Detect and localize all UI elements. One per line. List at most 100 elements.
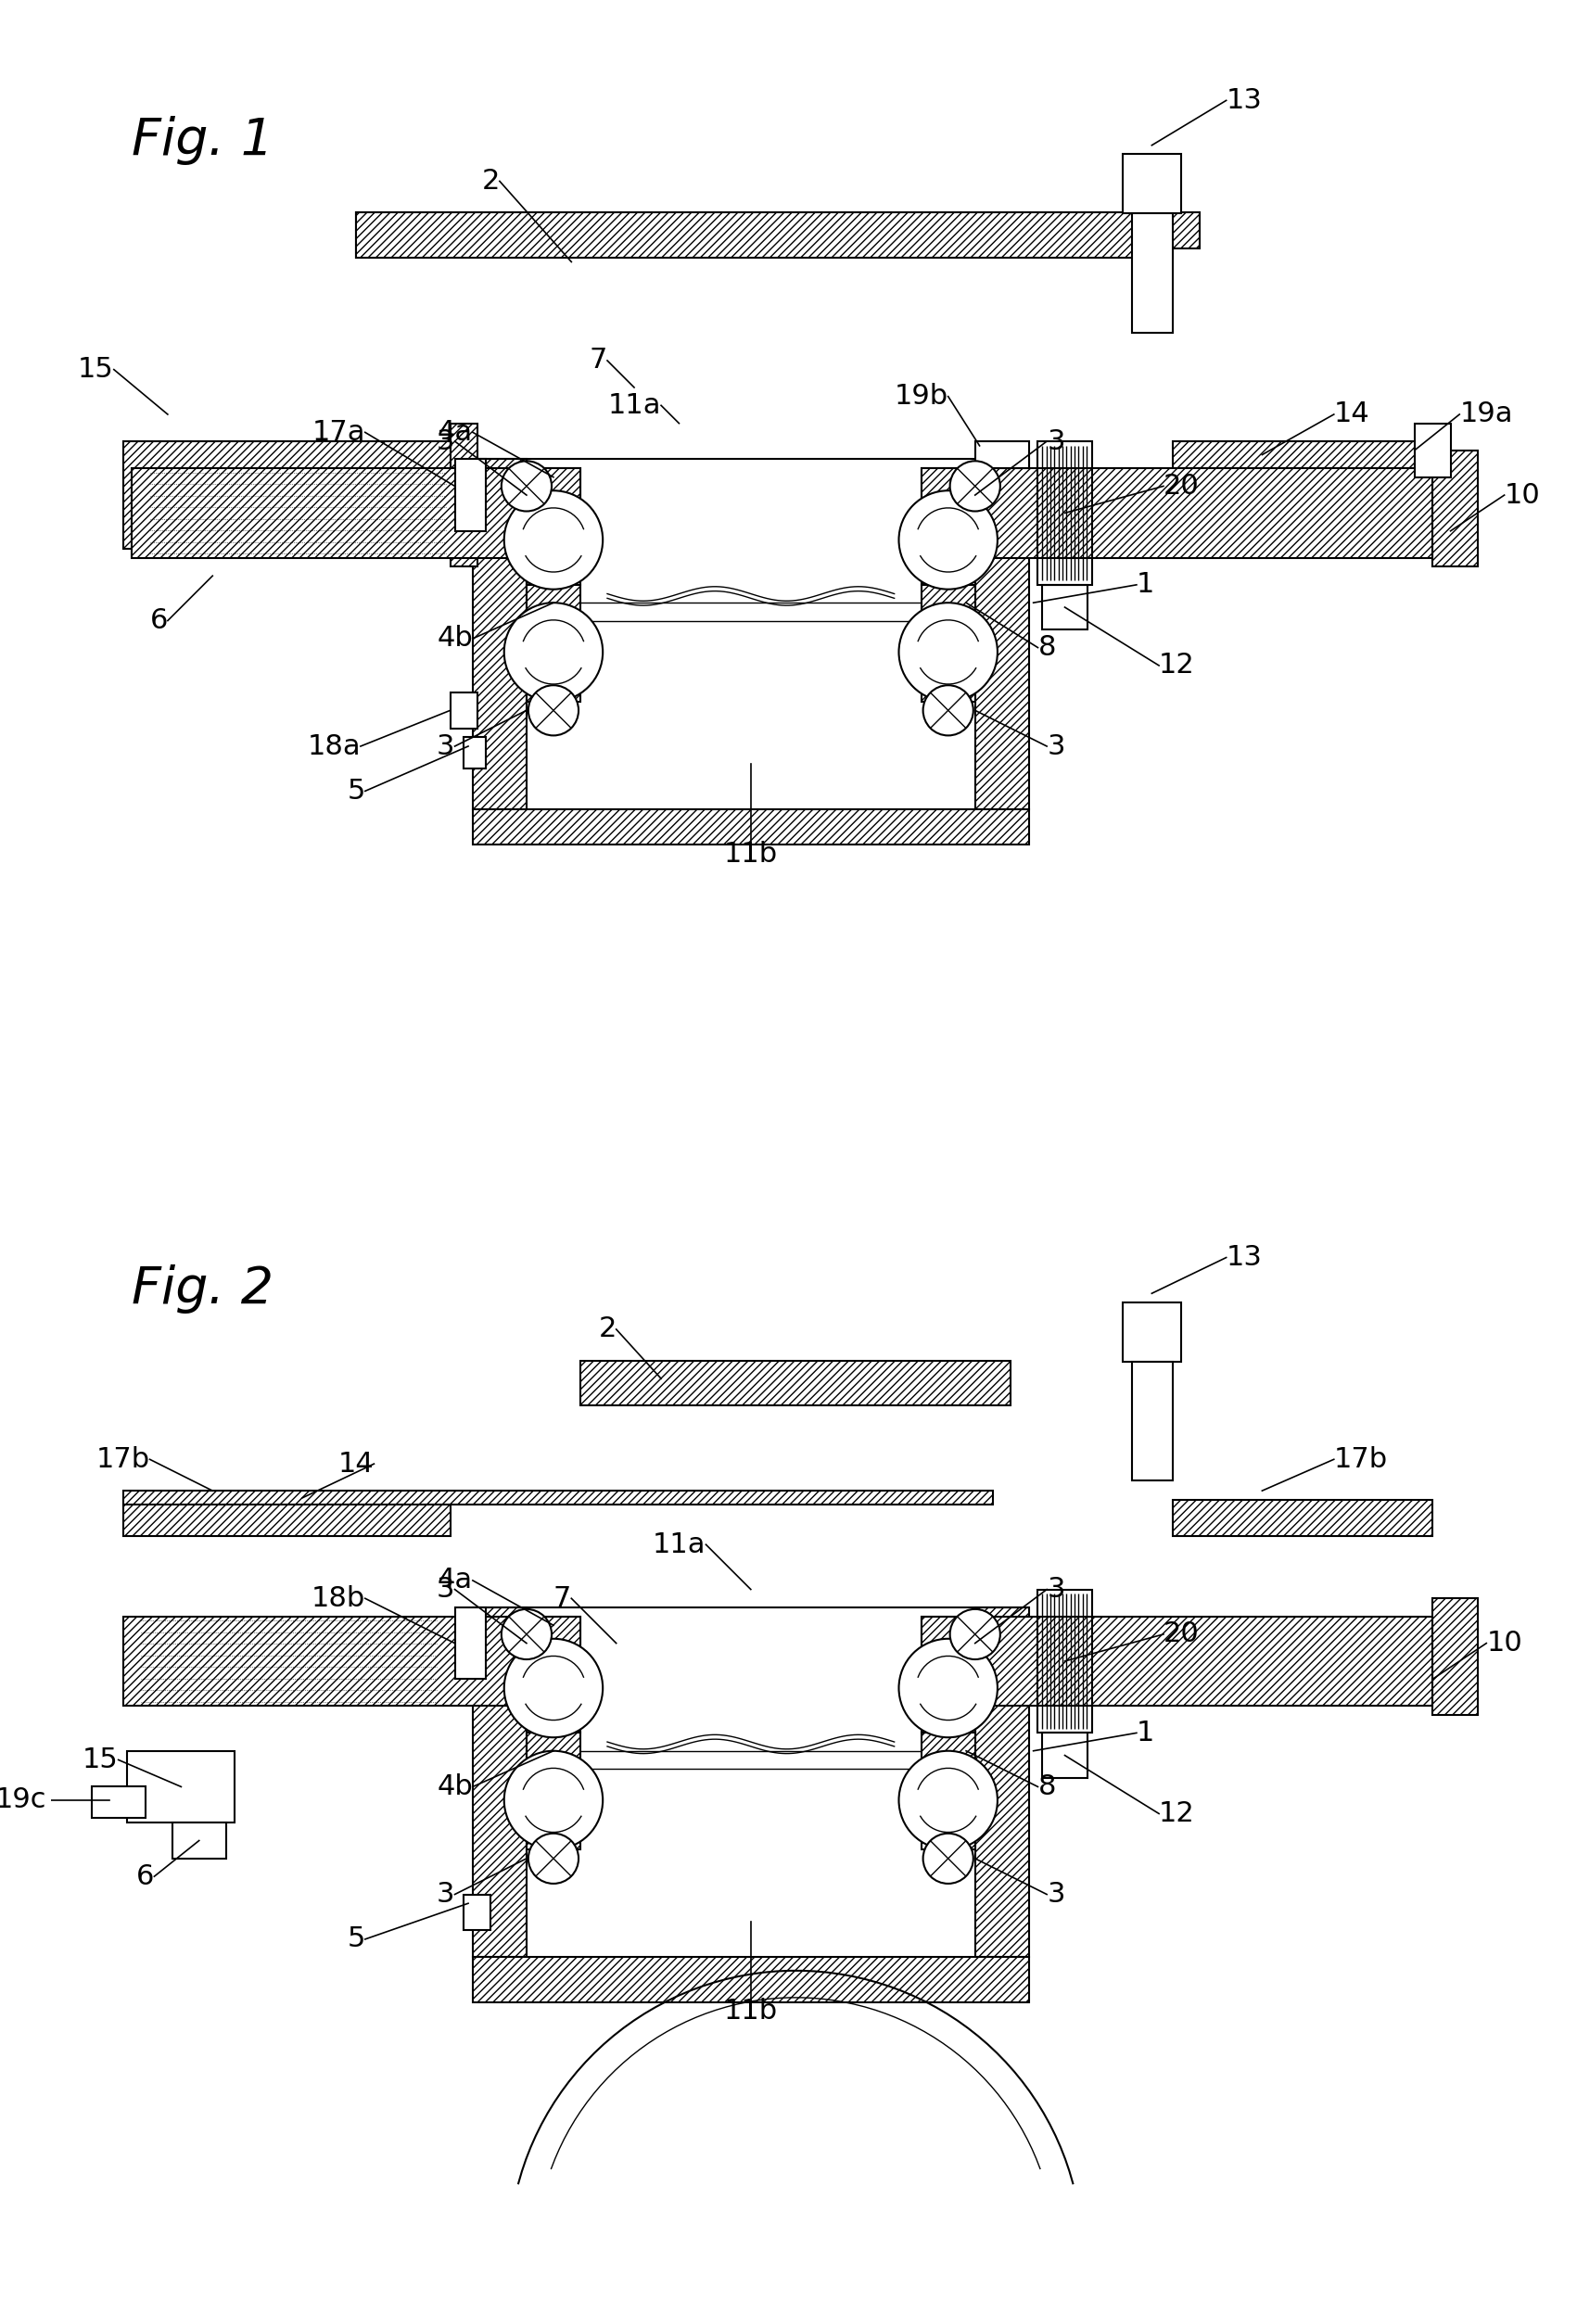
Bar xyxy=(527,467,580,586)
Text: 3: 3 xyxy=(1047,1576,1064,1604)
Bar xyxy=(571,602,930,621)
Circle shape xyxy=(949,1608,1000,1659)
Text: 19c: 19c xyxy=(0,1787,47,1813)
Polygon shape xyxy=(123,1615,580,1706)
Polygon shape xyxy=(132,467,580,558)
Polygon shape xyxy=(975,1608,1028,1957)
Polygon shape xyxy=(123,442,451,548)
Text: 6: 6 xyxy=(150,607,167,634)
Bar xyxy=(921,1734,975,1850)
Text: 17b: 17b xyxy=(96,1446,150,1473)
Text: 17a: 17a xyxy=(312,418,364,446)
Polygon shape xyxy=(451,423,478,567)
Text: 13: 13 xyxy=(1227,86,1262,114)
Text: 18b: 18b xyxy=(311,1585,364,1613)
Text: 3: 3 xyxy=(1047,732,1064,760)
Text: 3: 3 xyxy=(1047,1880,1064,1908)
Text: 7: 7 xyxy=(590,346,607,374)
Text: Fig. 2: Fig. 2 xyxy=(132,1264,274,1313)
Bar xyxy=(1038,442,1091,586)
Polygon shape xyxy=(473,460,527,809)
Text: 14: 14 xyxy=(1334,402,1370,428)
Text: 8: 8 xyxy=(1038,1773,1057,1801)
Polygon shape xyxy=(975,460,1028,809)
Text: 2: 2 xyxy=(481,167,500,195)
Bar xyxy=(464,737,486,769)
Text: 20: 20 xyxy=(1164,1620,1200,1648)
Bar xyxy=(91,1787,145,1817)
Circle shape xyxy=(899,490,998,590)
Bar xyxy=(571,1750,930,1769)
Bar xyxy=(921,1615,975,1734)
Text: 5: 5 xyxy=(347,779,364,804)
Circle shape xyxy=(528,686,579,734)
Bar xyxy=(464,1894,490,1931)
Text: 2: 2 xyxy=(598,1315,617,1343)
Bar xyxy=(1123,153,1181,214)
Polygon shape xyxy=(473,1957,1028,2001)
Text: 4a: 4a xyxy=(437,1566,473,1594)
Text: 11b: 11b xyxy=(724,1999,777,2024)
Text: 10: 10 xyxy=(1504,481,1541,509)
Bar xyxy=(580,1615,921,1850)
Text: 12: 12 xyxy=(1159,1801,1195,1827)
Polygon shape xyxy=(1172,442,1432,467)
Text: 11a: 11a xyxy=(607,393,661,418)
Bar xyxy=(1042,586,1087,630)
Bar xyxy=(1042,1734,1087,1778)
Text: 19a: 19a xyxy=(1459,402,1512,428)
Bar xyxy=(527,586,580,702)
Text: 15: 15 xyxy=(77,356,114,383)
Polygon shape xyxy=(123,1490,994,1504)
Polygon shape xyxy=(473,809,1028,846)
Circle shape xyxy=(505,1638,602,1738)
Bar xyxy=(454,460,486,530)
Polygon shape xyxy=(473,1608,527,1957)
Text: 5: 5 xyxy=(347,1927,364,1952)
Circle shape xyxy=(505,1750,602,1850)
Text: 20: 20 xyxy=(1164,472,1200,500)
Bar xyxy=(527,1734,580,1850)
Bar xyxy=(1038,1590,1091,1734)
Circle shape xyxy=(899,1750,998,1850)
Bar xyxy=(580,586,921,702)
Polygon shape xyxy=(1432,451,1478,567)
Bar xyxy=(921,586,975,702)
Text: 3: 3 xyxy=(437,732,454,760)
Polygon shape xyxy=(356,211,1200,258)
Circle shape xyxy=(923,686,973,734)
Text: 15: 15 xyxy=(82,1745,118,1773)
Bar xyxy=(1123,1301,1181,1362)
Text: 14: 14 xyxy=(337,1450,374,1478)
Text: 1: 1 xyxy=(1137,1720,1154,1745)
Bar xyxy=(975,442,1028,467)
Text: 11b: 11b xyxy=(724,841,777,867)
Text: 11a: 11a xyxy=(653,1532,706,1557)
Polygon shape xyxy=(356,211,410,258)
Text: 18a: 18a xyxy=(308,732,361,760)
Text: 17b: 17b xyxy=(1334,1446,1388,1473)
Circle shape xyxy=(505,602,602,702)
Text: 7: 7 xyxy=(554,1585,571,1613)
Text: 12: 12 xyxy=(1159,653,1195,679)
Text: 3: 3 xyxy=(437,1880,454,1908)
Circle shape xyxy=(501,1608,552,1659)
Polygon shape xyxy=(580,1360,1011,1406)
Bar xyxy=(1415,423,1451,476)
Text: 4b: 4b xyxy=(437,1773,473,1801)
Bar xyxy=(1132,1362,1172,1480)
Text: 10: 10 xyxy=(1487,1629,1522,1657)
Bar xyxy=(1132,214,1172,332)
Circle shape xyxy=(501,460,552,511)
Polygon shape xyxy=(123,1499,451,1536)
Bar xyxy=(921,467,975,586)
Text: 6: 6 xyxy=(136,1864,155,1889)
Circle shape xyxy=(505,490,602,590)
Text: 1: 1 xyxy=(1137,572,1154,597)
Circle shape xyxy=(899,1638,998,1738)
Circle shape xyxy=(923,1834,973,1885)
Polygon shape xyxy=(921,467,1432,558)
Text: 3: 3 xyxy=(1047,428,1064,456)
Text: Fig. 1: Fig. 1 xyxy=(132,116,274,165)
Bar xyxy=(451,693,478,727)
